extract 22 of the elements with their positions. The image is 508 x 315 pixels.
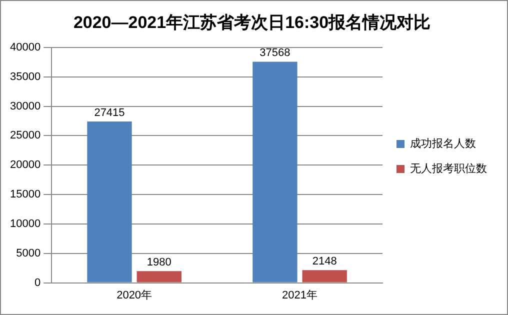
y-tick-label: 30000 — [10, 100, 41, 112]
chart-title: 2020—2021年江苏省考次日16:30报名情况对比 — [73, 12, 431, 32]
y-tick-label: 40000 — [10, 41, 41, 54]
y-tick-label: 15000 — [10, 188, 41, 201]
data-label: 1980 — [146, 256, 172, 269]
y-tick-label: 0 — [34, 276, 41, 289]
legend-label: 无人报考职位数 — [410, 162, 487, 176]
data-label: 2148 — [312, 256, 337, 268]
bar — [136, 271, 182, 282]
data-label: 27415 — [94, 106, 125, 119]
x-tick-label: 2020年 — [116, 289, 152, 302]
y-tick-label: 35000 — [10, 70, 41, 83]
data-label: 37568 — [260, 47, 290, 60]
bar — [252, 62, 298, 282]
y-tick-label: 10000 — [10, 218, 41, 230]
bar — [302, 270, 347, 282]
y-tick-label: 25000 — [10, 130, 41, 142]
y-tick-label: 5000 — [16, 247, 41, 260]
y-tick-label: 20000 — [10, 159, 41, 172]
bar — [87, 121, 132, 282]
legend-label: 成功报名人数 — [410, 137, 476, 150]
x-tick-label: 2021年 — [282, 289, 318, 302]
